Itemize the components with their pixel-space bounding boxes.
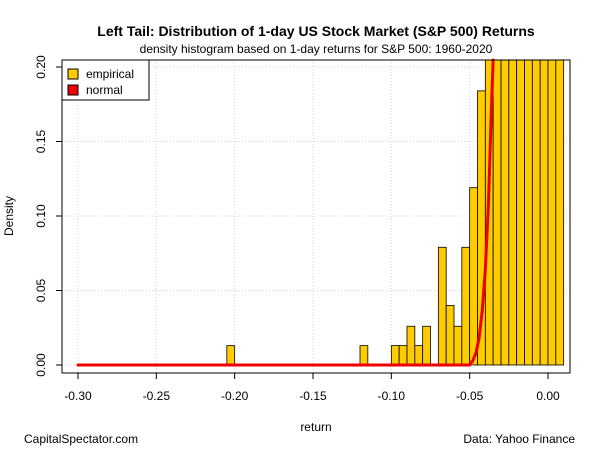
y-tick-label: 0.00	[34, 353, 48, 377]
histogram-bar	[359, 345, 369, 366]
x-tick-label: -0.25	[143, 389, 171, 403]
histogram-bar	[445, 304, 455, 366]
x-tick-label: -0.15	[299, 389, 327, 403]
legend-swatch-normal	[67, 84, 79, 96]
x-tick-label: 0.00	[536, 389, 560, 403]
histogram-bar	[516, 59, 525, 366]
histogram-bar	[461, 246, 471, 366]
histogram-bar	[453, 325, 463, 366]
y-axis: 0.00 0.05 0.10 0.15 0.20	[34, 55, 63, 377]
x-tick-label: -0.30	[64, 389, 92, 403]
x-axis-label: return	[300, 420, 331, 434]
histogram-bar	[398, 345, 408, 366]
normal-curve-layer	[76, 58, 495, 367]
histogram-bar	[406, 325, 416, 366]
footer-source-right: Data: Yahoo Finance	[463, 432, 575, 446]
histogram-bar	[414, 345, 424, 366]
normal-curve-line	[76, 58, 495, 367]
legend-swatch-empirical	[67, 68, 79, 80]
y-tick-label: 0.10	[34, 204, 48, 228]
histogram-bar	[508, 59, 518, 366]
x-axis: -0.30 -0.25 -0.20 -0.15 -0.10 -0.05 0.00	[64, 372, 560, 403]
x-tick-label: -0.10	[378, 389, 406, 403]
chart-title: Left Tail: Distribution of 1-day US Stoc…	[97, 23, 535, 39]
y-axis-label: Density	[2, 196, 16, 236]
footer-source-left: CapitalSpectator.com	[24, 432, 138, 446]
x-tick-label: -0.05	[456, 389, 484, 403]
legend-label-normal: normal	[86, 83, 123, 97]
histogram-bar	[437, 246, 447, 366]
histogram-bar	[390, 345, 400, 366]
legend-label-empirical: empirical	[86, 67, 134, 81]
y-tick-label: 0.20	[34, 55, 48, 79]
histogram-bar	[422, 325, 431, 366]
x-tick-label: -0.20	[221, 389, 249, 403]
histogram-bar	[555, 59, 565, 366]
histogram-bar	[469, 187, 478, 366]
histogram-bar	[500, 59, 510, 366]
chart-subtitle: density histogram based on 1-day returns…	[140, 42, 493, 56]
histogram-bar	[492, 59, 502, 366]
histogram-bar	[539, 59, 549, 366]
y-tick-label: 0.15	[34, 129, 48, 153]
legend: empirical normal	[61, 59, 150, 101]
y-tick-label: 0.05	[34, 278, 48, 302]
histogram-bar	[547, 59, 557, 366]
histogram-bar	[531, 59, 541, 366]
histogram-bar	[524, 59, 533, 366]
histogram-bar	[226, 345, 236, 366]
